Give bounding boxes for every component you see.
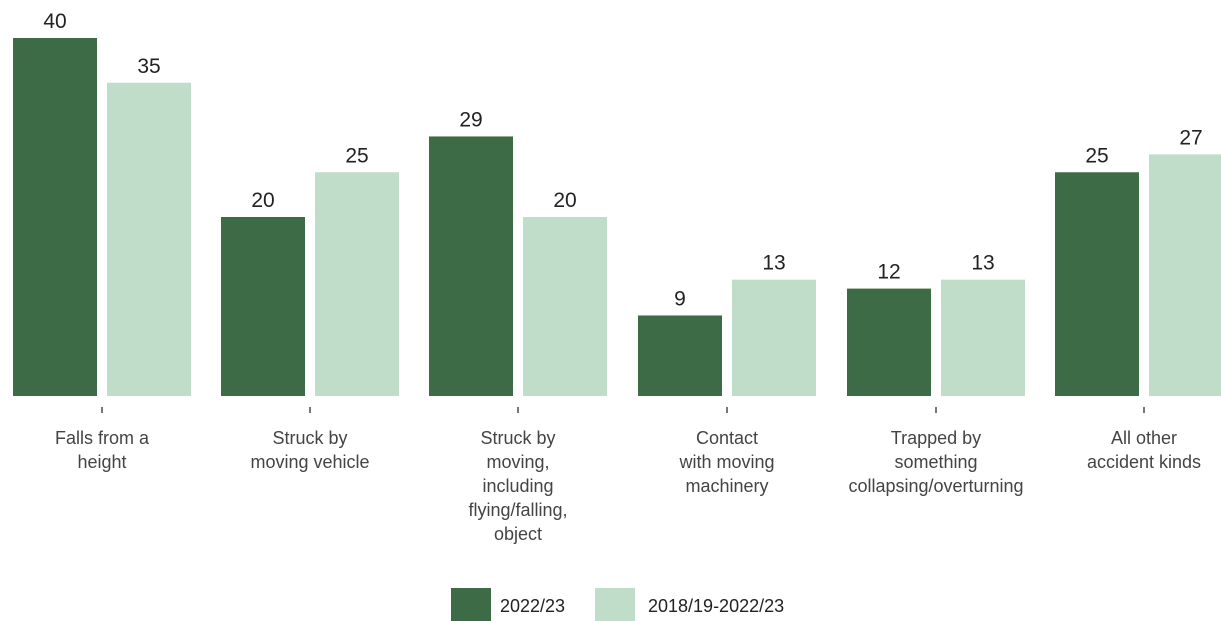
category-label-line: flying/falling, [468,500,567,520]
bar-series2-cat5 [941,279,1025,396]
category-label-line: Trapped by [891,428,981,448]
value-label-series2-cat2: 25 [345,144,368,167]
value-label-series1-cat4: 9 [674,287,686,310]
bar-series1-cat1 [13,38,97,396]
category-label-line: something [894,452,977,472]
value-label-series1-cat6: 25 [1085,144,1108,167]
legend-swatch-2 [595,588,635,621]
category-label-line: accident kinds [1087,452,1201,472]
category-label-line: with moving [678,452,774,472]
category-label-line: height [77,452,126,472]
legend-label-2: 2018/19-2022/23 [648,596,784,616]
category-label-line: All other [1111,428,1177,448]
category-label-line: Falls from a [55,428,150,448]
category-label-line: Struck by [480,428,555,448]
category-label-line: Contact [696,428,758,448]
bar-series2-cat4 [732,279,816,396]
category-label-4: Contact with moving machinery [678,428,774,496]
value-label-series1-cat3: 29 [459,108,482,131]
legend-swatch-1 [451,588,491,621]
value-label-series2-cat3: 20 [553,189,576,212]
bars-group [13,38,1221,396]
value-label-series1-cat1: 40 [43,10,66,33]
category-label-line: moving, [486,452,549,472]
bar-series1-cat5 [847,288,931,396]
value-label-series2-cat4: 13 [762,252,785,275]
value-label-series2-cat5: 13 [971,252,994,275]
category-label-line: object [494,524,542,544]
category-label-line: Struck by [272,428,347,448]
category-label-line: moving vehicle [250,452,369,472]
category-label-line: machinery [685,476,768,496]
bar-series1-cat6 [1055,172,1139,396]
bar-series2-cat1 [107,82,191,396]
bar-series2-cat6 [1149,154,1221,396]
category-label-3: Struck by moving, including flying/falling,… [468,428,567,544]
value-labels-group: 40 35 20 25 29 20 9 13 12 13 25 27 [43,10,1202,310]
bar-series2-cat2 [315,172,399,396]
legend: 2022/23 2018/19-2022/23 [451,588,784,621]
bar-series1-cat4 [638,315,722,396]
value-label-series2-cat1: 35 [137,55,160,78]
legend-label-1: 2022/23 [500,596,565,616]
x-axis: Falls from a height Struck by moving vehicl… [55,407,1201,544]
category-label-6: All other accident kinds [1087,428,1201,472]
bar-series2-cat3 [523,217,607,396]
value-label-series1-cat5: 12 [877,261,900,284]
value-label-series1-cat2: 20 [251,189,274,212]
bar-series1-cat3 [429,136,513,396]
category-label-line: including [482,476,553,496]
category-label-1: Falls from a height [55,428,150,472]
category-label-2: Struck by moving vehicle [250,428,369,472]
category-label-line: collapsing/overturning [848,476,1023,496]
category-label-5: Trapped by something collapsing/overturnin… [848,428,1023,496]
bar-series1-cat2 [221,217,305,396]
value-label-series2-cat6: 27 [1179,126,1202,149]
